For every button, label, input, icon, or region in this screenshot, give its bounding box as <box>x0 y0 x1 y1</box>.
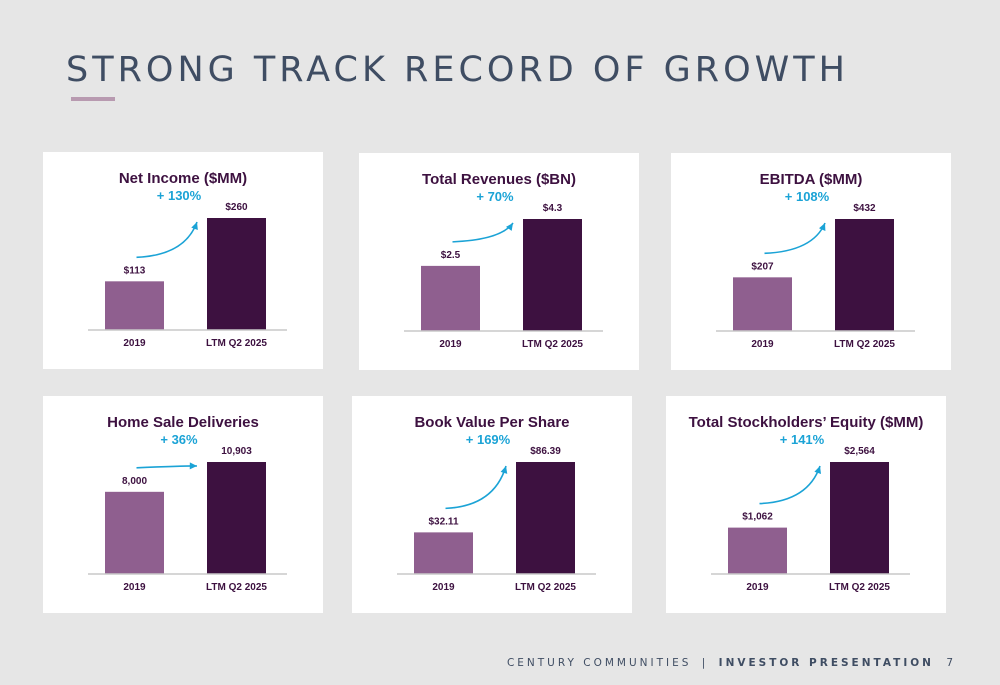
bar-2019 <box>105 281 164 330</box>
category-label: LTM Q2 2025 <box>829 582 890 593</box>
arrowhead-icon <box>500 466 508 474</box>
footer-doc: INVESTOR PRESENTATION <box>718 657 934 669</box>
growth-label: + 141% <box>780 432 825 447</box>
growth-label: + 36% <box>160 432 198 447</box>
bar-value-label: $86.39 <box>530 446 561 457</box>
category-label: LTM Q2 2025 <box>515 582 576 593</box>
category-label: 2019 <box>751 339 774 350</box>
growth-label: + 130% <box>157 188 202 203</box>
arrowhead-icon <box>818 223 826 231</box>
bar-value-label: $113 <box>124 265 146 276</box>
bar-value-label: $4.3 <box>543 203 563 214</box>
bar-ltm <box>207 218 266 330</box>
chart-svg: Total Stockholders’ Equity ($MM)+ 141% $1… <box>689 414 924 593</box>
bar-ltm <box>207 462 266 574</box>
category-label: LTM Q2 2025 <box>522 339 583 350</box>
bar-ltm <box>516 462 575 574</box>
bar-value-label: $32.11 <box>428 516 458 527</box>
chart-title: EBITDA ($MM) <box>760 171 863 188</box>
bar-value-label: $260 <box>225 202 248 213</box>
chart-title: Net Income ($MM) <box>119 170 247 187</box>
bar-2019 <box>105 491 164 574</box>
arrowhead-icon <box>505 223 513 231</box>
growth-arrow-icon <box>136 221 198 259</box>
footer-page-number: 7 <box>946 657 956 669</box>
bar-value-label: $432 <box>853 203 876 214</box>
bar-ltm <box>835 219 894 331</box>
category-label: LTM Q2 2025 <box>206 582 267 593</box>
category-label: LTM Q2 2025 <box>206 338 267 349</box>
chart-title: Book Value Per Share <box>414 414 569 431</box>
category-label: 2019 <box>123 582 146 593</box>
chart-panel-total-revenues: Total Revenues ($BN) + 70% $2.5 2019 $4.3 LTM… <box>359 153 639 370</box>
chart-panel-book-value-per-share: Book Value Per Share + 169% $32.11 2019 $86.… <box>352 396 632 613</box>
bar-2019 <box>728 527 787 574</box>
chart-panel-home-sale-deliveries: Home Sale Deliveries + 36% 8,000 2019 10,903… <box>43 396 323 613</box>
growth-arrow-icon <box>759 465 821 505</box>
growth-label: + 169% <box>466 432 511 447</box>
chart-title: Total Stockholders’ Equity ($MM) <box>689 414 924 431</box>
growth-arrow-icon <box>445 465 507 510</box>
footer-company: CENTURY COMMUNITIES <box>506 657 692 669</box>
chart-svg: EBITDA ($MM)+ 108% $207 2019 $432 LTM Q2 202… <box>716 171 915 350</box>
chart-title: Total Revenues ($BN) <box>422 171 576 188</box>
footer-separator: | <box>701 657 709 669</box>
category-label: 2019 <box>432 582 455 593</box>
growth-arrow-icon <box>452 222 514 243</box>
chart-svg: Total Revenues ($BN)+ 70% $2.5 2019 $4.3 LTM… <box>404 171 603 350</box>
bar-value-label: $2.5 <box>441 250 461 261</box>
bar-2019 <box>421 265 480 331</box>
arrowhead-icon <box>814 466 821 474</box>
growth-arrow-icon <box>764 222 826 255</box>
category-label: 2019 <box>746 582 769 593</box>
chart-svg: Book Value Per Share+ 169% $32.11 2019 $86.… <box>397 414 596 593</box>
category-label: 2019 <box>439 339 462 350</box>
chart-panel-stockholders-equity: Total Stockholders’ Equity ($MM) + 141% $1… <box>666 396 946 613</box>
bar-value-label: $1,062 <box>742 512 773 523</box>
growth-label: + 70% <box>476 189 514 204</box>
bar-2019 <box>414 532 473 574</box>
chart-svg: Net Income ($MM)+ 130% $113 2019 $260 LTM Q2… <box>88 170 287 349</box>
arrowhead-icon <box>191 222 198 230</box>
bar-ltm <box>523 219 582 331</box>
bar-ltm <box>830 462 889 574</box>
growth-arrow-icon <box>136 465 198 469</box>
title-underline <box>71 97 115 101</box>
category-label: LTM Q2 2025 <box>834 339 895 350</box>
bar-2019 <box>733 277 792 331</box>
growth-label: + 108% <box>785 189 830 204</box>
footer: CENTURY COMMUNITIES | INVESTOR PRESENTAT… <box>507 657 956 669</box>
category-label: 2019 <box>123 338 146 349</box>
bar-value-label: 10,903 <box>221 446 252 457</box>
page-title: STRONG TRACK RECORD OF GROWTH <box>66 50 849 90</box>
chart-title: Home Sale Deliveries <box>107 414 259 431</box>
bar-value-label: $207 <box>751 261 774 272</box>
chart-svg: Home Sale Deliveries+ 36% 8,000 2019 10,903… <box>88 414 287 593</box>
arrowhead-icon <box>189 462 197 470</box>
bar-value-label: $2,564 <box>844 446 875 457</box>
bar-value-label: 8,000 <box>122 476 147 487</box>
chart-panel-ebitda: EBITDA ($MM) + 108% $207 2019 $432 LTM Q2 202… <box>671 153 951 370</box>
chart-panel-net-income: Net Income ($MM) + 130% $113 2019 $260 LTM Q2… <box>43 152 323 369</box>
